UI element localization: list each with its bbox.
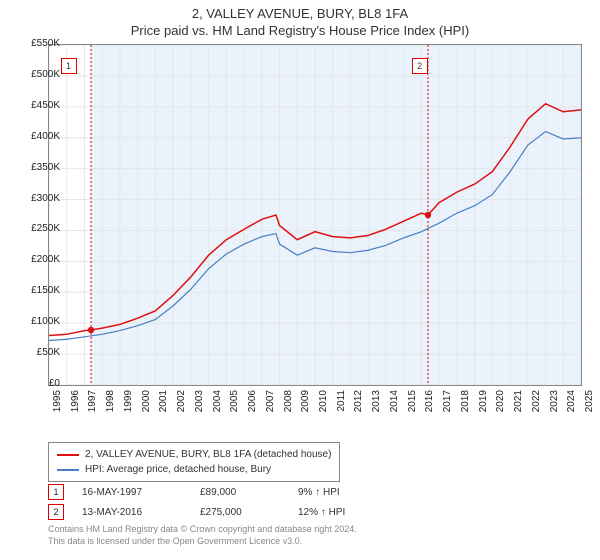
x-tick-label: 2022 xyxy=(531,390,542,420)
x-tick-label: 2010 xyxy=(318,390,329,420)
chart-svg xyxy=(49,45,581,385)
footer: Contains HM Land Registry data © Crown c… xyxy=(48,524,357,547)
y-tick-label: £400K xyxy=(14,131,60,142)
titles: 2, VALLEY AVENUE, BURY, BL8 1FA Price pa… xyxy=(0,0,600,38)
x-tick-label: 2024 xyxy=(566,390,577,420)
event-row: 2 13-MAY-2016 £275,000 12% ↑ HPI xyxy=(48,504,345,520)
x-tick-label: 2018 xyxy=(460,390,471,420)
x-tick-label: 2021 xyxy=(513,390,524,420)
event-badge: 1 xyxy=(48,484,64,500)
x-tick-label: 2008 xyxy=(283,390,294,420)
event-price: £275,000 xyxy=(200,507,280,518)
x-tick-label: 2020 xyxy=(495,390,506,420)
y-tick-label: £450K xyxy=(14,100,60,111)
x-tick-label: 2003 xyxy=(194,390,205,420)
y-tick-label: £200K xyxy=(14,254,60,265)
x-tick-label: 2013 xyxy=(371,390,382,420)
x-tick-label: 2025 xyxy=(584,390,595,420)
y-tick-label: £150K xyxy=(14,285,60,296)
x-tick-label: 2012 xyxy=(353,390,364,420)
x-tick-label: 2005 xyxy=(229,390,240,420)
legend-label: 2, VALLEY AVENUE, BURY, BL8 1FA (detache… xyxy=(85,447,331,462)
chart-event-badge: 2 xyxy=(412,58,428,74)
x-tick-label: 2000 xyxy=(141,390,152,420)
x-tick-label: 2007 xyxy=(265,390,276,420)
legend-swatch xyxy=(57,469,79,471)
legend-label: HPI: Average price, detached house, Bury xyxy=(85,462,271,477)
x-tick-label: 2011 xyxy=(336,390,347,420)
figure: 2, VALLEY AVENUE, BURY, BL8 1FA Price pa… xyxy=(0,0,600,560)
x-tick-label: 1997 xyxy=(87,390,98,420)
x-tick-label: 2009 xyxy=(300,390,311,420)
x-tick-label: 2019 xyxy=(478,390,489,420)
x-tick-label: 2023 xyxy=(549,390,560,420)
legend-swatch xyxy=(57,454,79,456)
events-table: 1 16-MAY-1997 £89,000 9% ↑ HPI 2 13-MAY-… xyxy=(48,484,345,524)
x-tick-label: 1996 xyxy=(70,390,81,420)
event-hpi: 9% ↑ HPI xyxy=(298,487,340,498)
y-tick-label: £350K xyxy=(14,162,60,173)
event-badge: 2 xyxy=(48,504,64,520)
y-tick-label: £550K xyxy=(14,38,60,49)
event-row: 1 16-MAY-1997 £89,000 9% ↑ HPI xyxy=(48,484,345,500)
footer-line1: Contains HM Land Registry data © Crown c… xyxy=(48,524,357,536)
x-tick-label: 2014 xyxy=(389,390,400,420)
y-tick-label: £300K xyxy=(14,193,60,204)
legend-row: 2, VALLEY AVENUE, BURY, BL8 1FA (detache… xyxy=(57,447,331,462)
legend: 2, VALLEY AVENUE, BURY, BL8 1FA (detache… xyxy=(48,442,340,482)
x-tick-label: 1998 xyxy=(105,390,116,420)
y-tick-label: £500K xyxy=(14,69,60,80)
footer-line2: This data is licensed under the Open Gov… xyxy=(48,536,357,548)
y-tick-label: £0 xyxy=(14,378,60,389)
x-tick-label: 2015 xyxy=(407,390,418,420)
event-hpi: 12% ↑ HPI xyxy=(298,507,345,518)
event-date: 16-MAY-1997 xyxy=(82,487,182,498)
x-tick-label: 2006 xyxy=(247,390,258,420)
x-tick-label: 2001 xyxy=(158,390,169,420)
chart-event-badge: 1 xyxy=(61,58,77,74)
y-tick-label: £250K xyxy=(14,223,60,234)
x-tick-label: 2004 xyxy=(212,390,223,420)
legend-row: HPI: Average price, detached house, Bury xyxy=(57,462,331,477)
x-tick-label: 2002 xyxy=(176,390,187,420)
y-tick-label: £100K xyxy=(14,316,60,327)
event-date: 13-MAY-2016 xyxy=(82,507,182,518)
x-tick-label: 1999 xyxy=(123,390,134,420)
chart-plot-area xyxy=(48,44,582,386)
x-tick-label: 2017 xyxy=(442,390,453,420)
x-tick-label: 1995 xyxy=(52,390,63,420)
title-subtitle: Price paid vs. HM Land Registry's House … xyxy=(0,23,600,38)
x-tick-label: 2016 xyxy=(424,390,435,420)
event-price: £89,000 xyxy=(200,487,280,498)
y-tick-label: £50K xyxy=(14,347,60,358)
title-address: 2, VALLEY AVENUE, BURY, BL8 1FA xyxy=(0,6,600,21)
